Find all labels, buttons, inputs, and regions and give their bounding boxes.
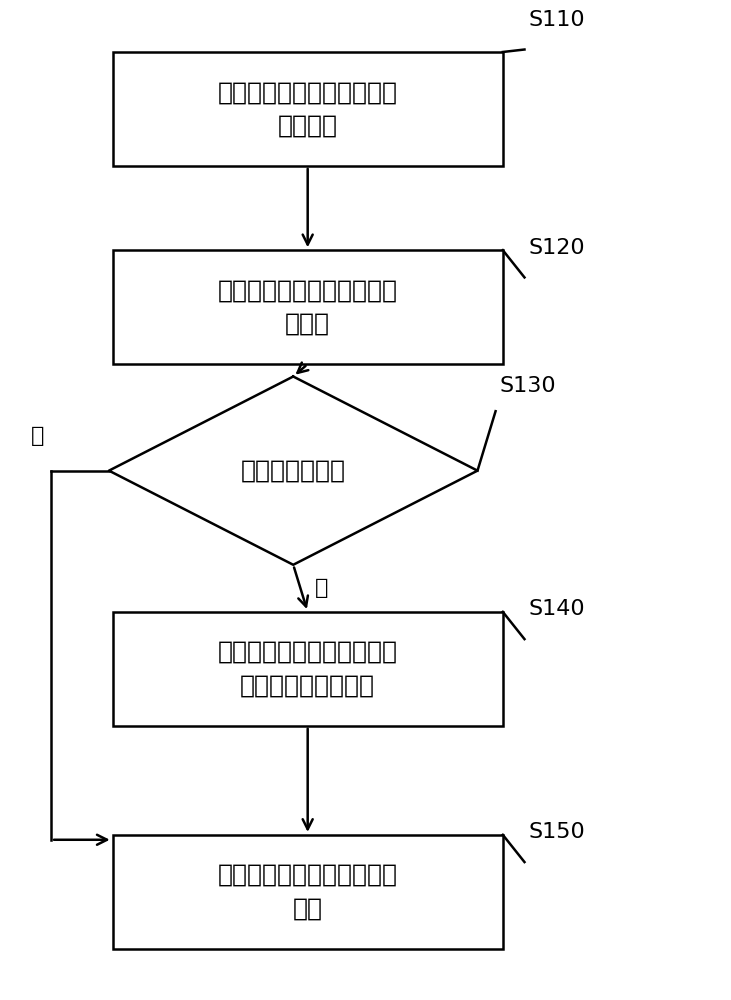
- Text: S150: S150: [528, 822, 585, 842]
- Text: 执行所述语音指令并返回执
行结果: 执行所述语音指令并返回执 行结果: [218, 278, 398, 336]
- Text: 调用语音输出设备输出执行
结果: 调用语音输出设备输出执行 结果: [218, 863, 398, 921]
- Text: 声音环境正常？: 声音环境正常？: [240, 459, 346, 483]
- Bar: [113, 835, 503, 949]
- Text: S130: S130: [499, 376, 556, 396]
- Bar: [113, 250, 503, 364]
- Text: S120: S120: [528, 238, 585, 258]
- Bar: [113, 52, 503, 166]
- Text: 同时调用语音输出设备和显
示单元输出执行结果: 同时调用语音输出设备和显 示单元输出执行结果: [218, 640, 398, 698]
- Text: 否: 否: [315, 578, 328, 598]
- Text: 是: 是: [31, 426, 44, 446]
- Text: 获取用户的语音输入，识别
语音指令: 获取用户的语音输入，识别 语音指令: [218, 80, 398, 138]
- Text: S140: S140: [528, 599, 585, 619]
- Text: S110: S110: [528, 10, 585, 30]
- Bar: [113, 612, 503, 726]
